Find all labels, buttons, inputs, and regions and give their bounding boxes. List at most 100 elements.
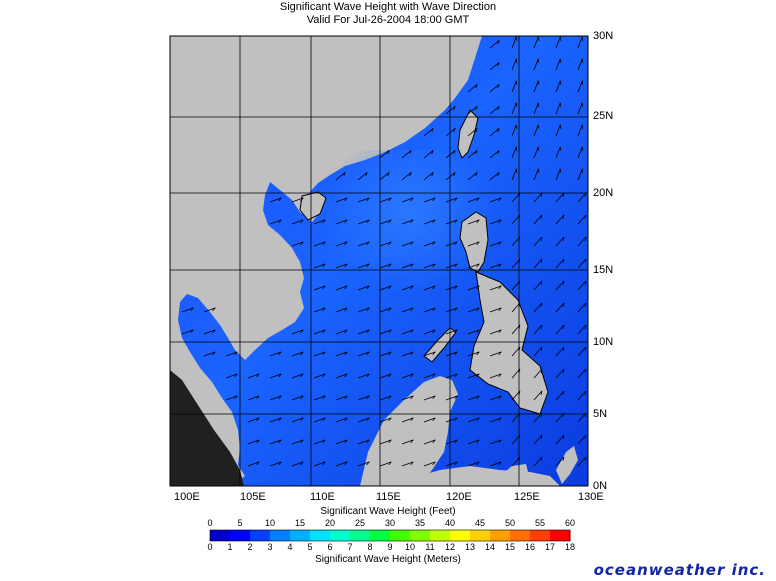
wave-arrow: [379, 149, 390, 159]
wave-arrow-head: [454, 241, 458, 246]
wave-arrow: [533, 124, 539, 137]
wave-arrow: [511, 390, 521, 401]
wave-arrow: [379, 439, 392, 445]
wave-arrow: [313, 351, 326, 357]
wave-arrow-head: [409, 172, 412, 177]
wave-arrow-head: [453, 150, 456, 155]
wave-arrow: [335, 329, 348, 335]
wave-arrow: [489, 439, 502, 445]
wave-arrow: [533, 456, 543, 467]
wave-arrow: [533, 214, 543, 225]
wave-arrow-head: [212, 307, 216, 312]
wave-arrow-head: [584, 236, 587, 241]
wave-arrow: [357, 329, 370, 335]
wave-arrow: [533, 368, 543, 379]
wave-arrow-head: [540, 192, 543, 197]
wave-arrow: [577, 36, 583, 49]
wave-arrow: [335, 241, 348, 247]
wave-arrow: [489, 461, 502, 467]
wave-arrow: [335, 461, 348, 467]
wave-arrow-head: [388, 461, 392, 466]
wave-arrow-head: [278, 439, 282, 444]
wave-arrow: [489, 373, 502, 379]
wave-arrow: [379, 307, 392, 313]
scale-tick-label: 10: [264, 518, 275, 528]
wave-arrow: [577, 214, 587, 225]
wave-arrow-head: [540, 302, 543, 307]
wave-arrow-head: [366, 461, 370, 466]
wave-arrow: [533, 324, 543, 335]
borneo-landmass: [360, 376, 458, 486]
chart-subtitle: Valid For Jul-26-2004 18:00 GMT: [306, 14, 470, 26]
wave-arrow-head: [410, 351, 414, 356]
wave-arrow-head: [366, 307, 370, 312]
scale-tick-label: 3: [267, 542, 273, 552]
scale-swatch: [370, 530, 391, 541]
wave-arrow: [555, 390, 565, 401]
wave-arrow-head: [278, 395, 282, 400]
wave-arrow-head: [584, 302, 587, 307]
wave-arrow: [423, 329, 436, 335]
wave-arrow: [379, 219, 392, 225]
wave-arrow-head: [278, 197, 282, 202]
wave-arrow: [445, 241, 458, 247]
wave-arrow-head: [454, 219, 458, 224]
lat-label: 0N: [593, 480, 608, 492]
wave-arrow-head: [344, 329, 348, 334]
wave-arrow-head: [476, 241, 480, 246]
scale-swatch: [450, 530, 471, 541]
scale-tick-label: 40: [444, 518, 455, 528]
wave-arrow-head: [256, 373, 260, 378]
wave-arrow: [247, 395, 260, 401]
wave-arrow-head: [584, 258, 587, 263]
wave-arrow-head: [498, 285, 502, 290]
wave-arrow-head: [540, 214, 543, 219]
wave-arrow-head: [432, 329, 436, 334]
wave-arrow-head: [344, 263, 348, 268]
wave-arrow: [467, 395, 480, 401]
wave-arrow-head: [537, 58, 540, 63]
scale-tick-label: 1: [227, 542, 233, 552]
wave-arrow-head: [497, 172, 500, 177]
wave-arrow: [313, 241, 326, 247]
hainan-landmass: [299, 191, 327, 221]
wave-arrow-head: [432, 373, 436, 378]
wave-arrow-head: [366, 439, 370, 444]
wave-arrow: [335, 395, 348, 401]
wave-arrow: [357, 461, 370, 467]
wave-arrow: [247, 461, 260, 467]
wave-arrow-head: [387, 150, 390, 155]
wave-arrow: [423, 241, 436, 247]
wave-arrow: [291, 439, 304, 445]
wave-arrow-head: [234, 395, 238, 400]
wave-arrow: [401, 373, 414, 379]
wave-arrow-head: [498, 197, 502, 202]
wave-arrow: [269, 439, 282, 445]
wave-arrow: [489, 417, 502, 423]
wave-arrow-head: [562, 236, 565, 241]
wave-arrow-head: [256, 395, 260, 400]
wave-arrow: [313, 417, 326, 423]
wave-arrow-head: [475, 172, 478, 177]
wave-arrow: [467, 83, 478, 93]
wave-arrow: [423, 351, 436, 357]
wave-arrow: [489, 307, 502, 313]
wave-arrow-head: [410, 461, 414, 466]
wave-arrow: [489, 149, 500, 159]
scale-tick-label: 10: [404, 542, 415, 552]
wave-arrow-head: [431, 172, 434, 177]
wave-arrow: [269, 395, 282, 401]
wave-arrow-head: [454, 351, 458, 356]
map-frame: [169, 35, 589, 487]
wave-arrow-head: [515, 168, 518, 173]
wave-arrow-head: [540, 236, 543, 241]
wave-arrow: [577, 456, 587, 467]
wave-arrow: [291, 351, 304, 357]
wave-arrow: [533, 102, 539, 115]
wave-arrow-head: [344, 461, 348, 466]
wave-arrow-head: [559, 124, 562, 129]
wave-arrow-head: [300, 351, 304, 356]
wave-arrow: [357, 351, 370, 357]
wave-arrow-head: [322, 263, 326, 268]
wave-arrow: [379, 395, 392, 401]
